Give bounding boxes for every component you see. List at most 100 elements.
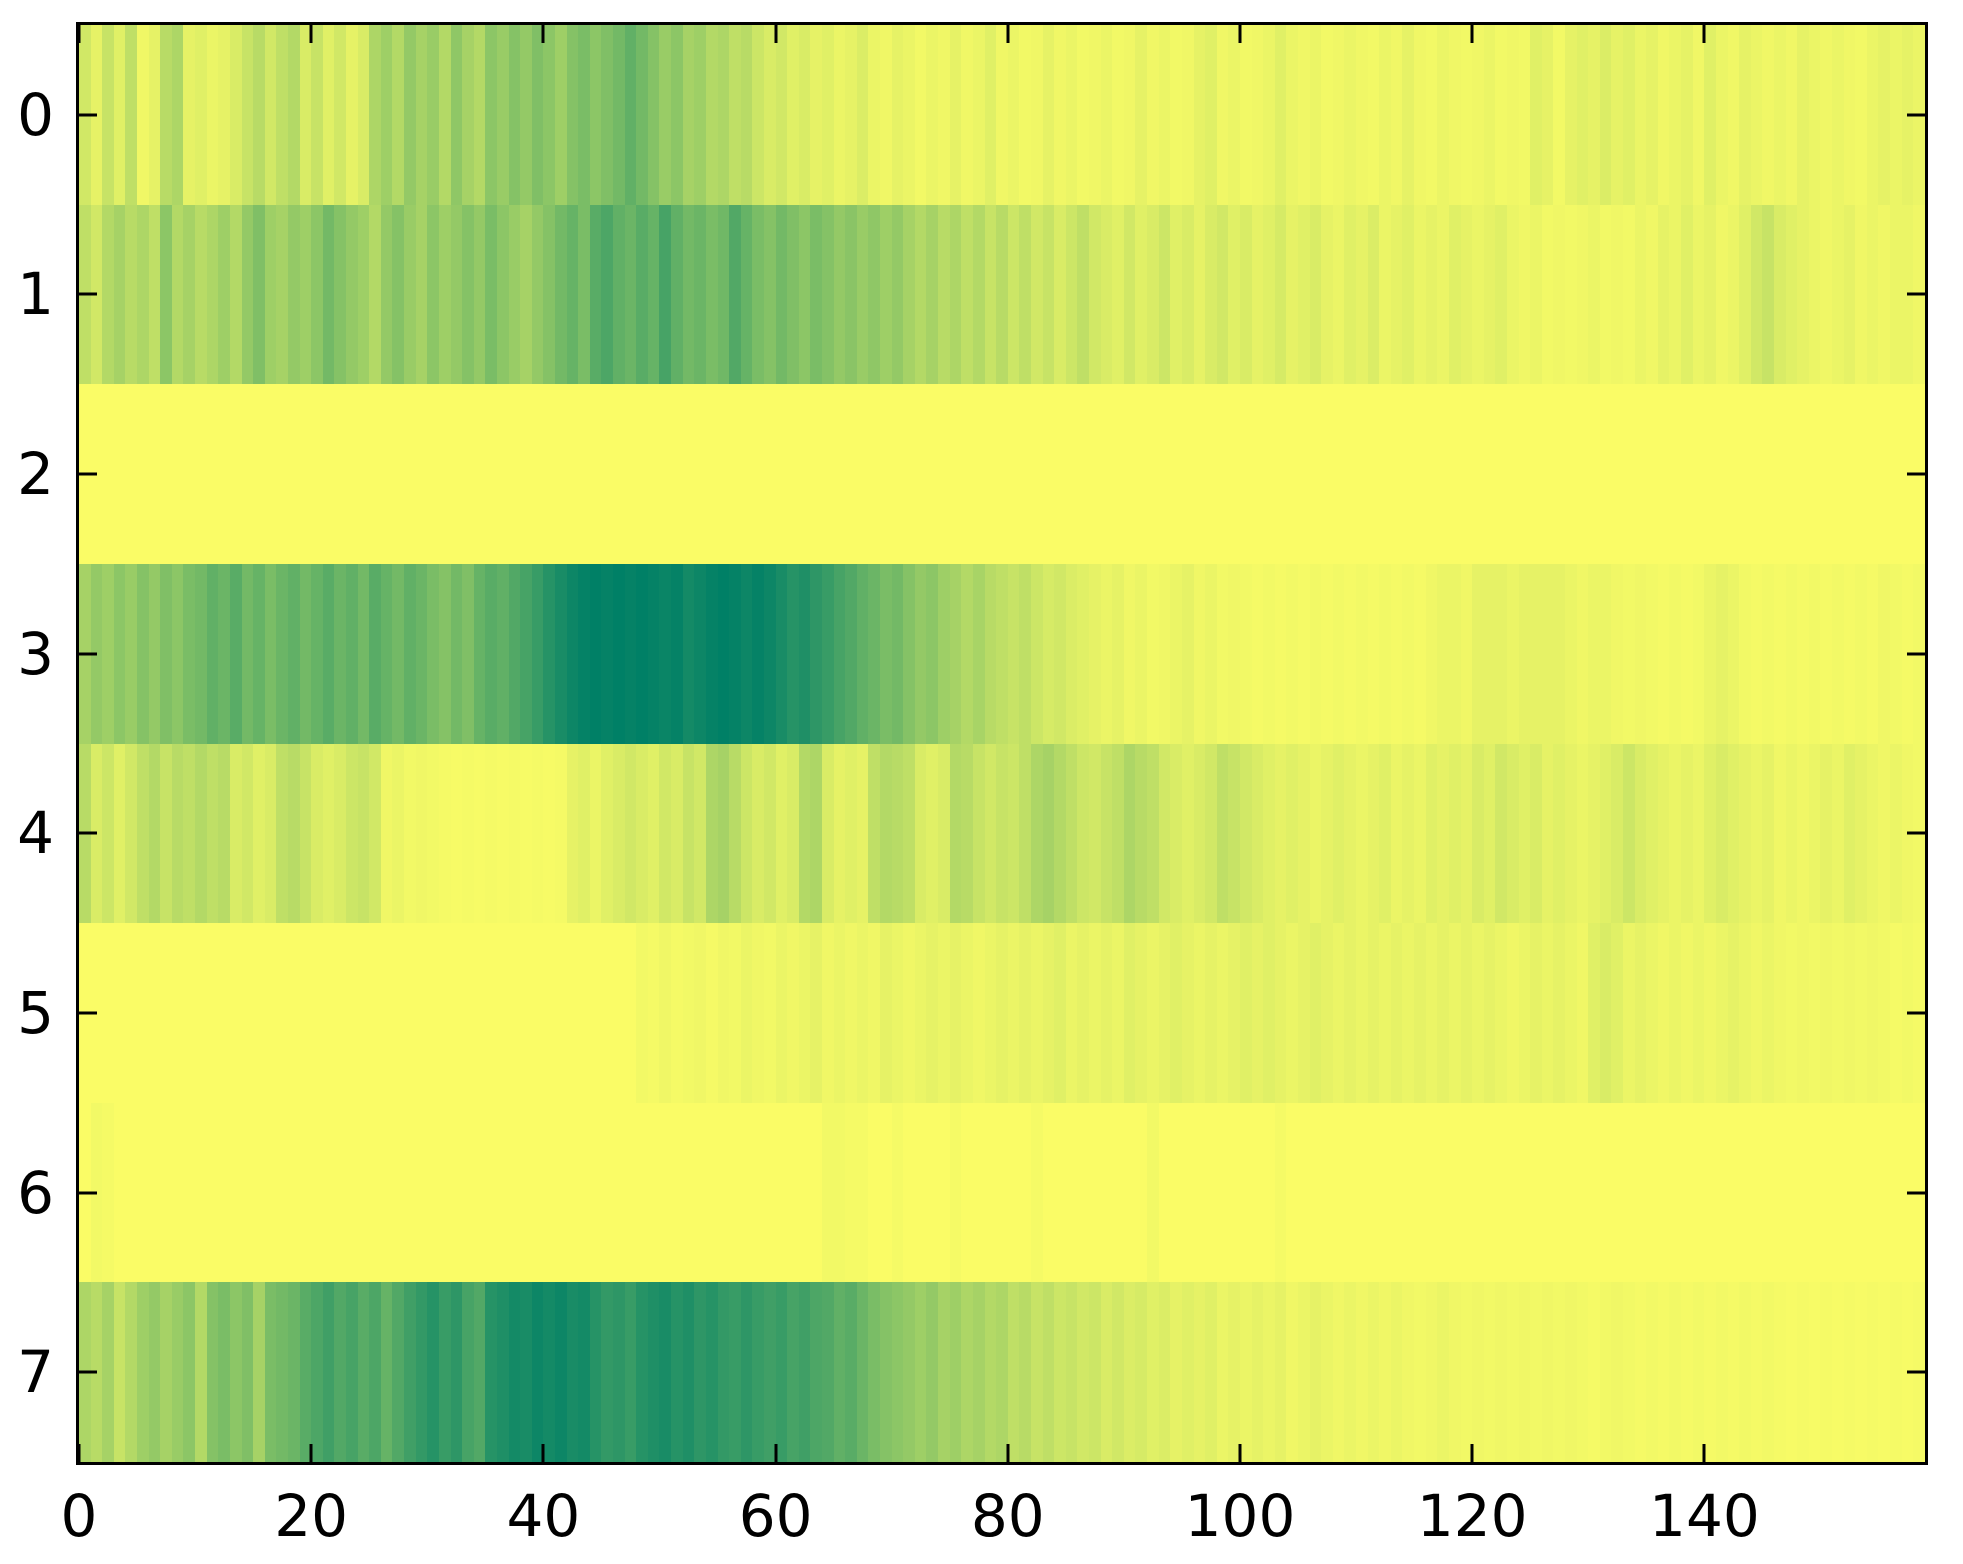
heatmap-cell [473,563,486,744]
heatmap-cell [1089,743,1101,924]
heatmap-cell [496,1102,509,1283]
heatmap-cell [1379,384,1391,564]
heatmap-cell [1634,1282,1647,1462]
x-tick-label: 20 [274,1482,349,1550]
heatmap-cell [1367,923,1380,1103]
heatmap-cell [1344,563,1357,744]
heatmap-cell [102,923,114,1103]
heatmap-cell [1030,204,1043,385]
heatmap-cell [1356,1282,1368,1462]
heatmap-cell [404,25,416,205]
heatmap-cell [566,384,579,564]
heatmap-row [79,563,1925,744]
heatmap-cell [1239,384,1252,564]
heatmap-cell [868,563,881,744]
heatmap-cell [1286,1102,1298,1283]
heatmap-cell [218,563,230,744]
heatmap-cell [137,1282,149,1462]
heatmap-cell [1669,204,1682,385]
heatmap-cell [1611,1282,1624,1462]
heatmap-cell [752,204,764,385]
heatmap-cell [520,923,532,1103]
heatmap-cell [996,563,1008,744]
heatmap-cell [113,743,126,924]
heatmap-cell [671,384,683,564]
heatmap-cell [589,1102,602,1283]
heatmap-cell [322,1282,335,1462]
heatmap-cell [1216,204,1229,385]
heatmap-cell [496,25,509,205]
heatmap-cell [1158,1102,1171,1283]
heatmap-cell [798,563,811,744]
heatmap-cell [763,204,776,385]
heatmap-cell [1681,923,1693,1103]
heatmap-cell [496,384,509,564]
heatmap-cell [102,563,114,744]
heatmap-cell [1646,743,1658,924]
heatmap-cell [276,204,288,385]
heatmap-cell [868,743,881,924]
heatmap-cell [1216,1102,1229,1283]
heatmap-cell [891,1282,904,1462]
heatmap-cell [287,1102,300,1283]
heatmap-cell [1205,563,1217,744]
heatmap-cell [1251,1282,1264,1462]
heatmap-cell [1518,743,1531,924]
heatmap-cell [601,743,614,924]
heatmap-cell [1135,1102,1148,1283]
heatmap-cell [137,923,149,1103]
x-axis: 0 20 40 60 80 100 120 140 [61,1476,1925,1556]
heatmap-cell [566,923,579,1103]
heatmap-cell [1623,384,1635,564]
heatmap-cell [1692,1102,1705,1283]
heatmap-cell [1518,204,1531,385]
heatmap-cell [1855,1282,1867,1462]
heatmap-cell [1205,25,1217,205]
heatmap-cell [1356,384,1368,564]
heatmap-cell [763,384,776,564]
heatmap-cell [160,1102,172,1283]
heatmap-cell [1832,563,1844,744]
heatmap-cell [450,1282,463,1462]
y-tick-mark [79,1370,97,1374]
heatmap-cell [311,1102,323,1283]
heatmap-cell [543,923,555,1103]
heatmap-cell [450,563,463,744]
y-tick-label: 7 [17,1338,54,1407]
heatmap-cell [903,1282,915,1462]
heatmap-row [79,204,1925,385]
heatmap-cell [787,25,799,205]
heatmap-cell [1565,384,1577,564]
heatmap-cell [1599,923,1612,1103]
heatmap-cell [1077,25,1090,205]
heatmap-cell [647,923,660,1103]
heatmap-cell [171,923,184,1103]
heatmap-cell [369,563,381,744]
heatmap-cell [1483,743,1496,924]
heatmap-cell [148,204,161,385]
heatmap-cell [1147,1102,1159,1283]
heatmap-cell [868,1102,881,1283]
heatmap-row [79,743,1925,924]
heatmap-cell [543,204,555,385]
heatmap-cell [938,743,950,924]
y-tick-mark [79,652,97,656]
heatmap-cell [856,1282,869,1462]
heatmap-cell [1506,1282,1519,1462]
heatmap-cell [1158,25,1171,205]
heatmap-cell [346,204,358,385]
heatmap-cell [1715,1282,1728,1462]
heatmap-cell [380,1282,393,1462]
heatmap-cell [624,1102,637,1283]
y-tick-mark [1907,831,1925,835]
heatmap-cell [1530,1282,1542,1462]
heatmap-cell [1739,743,1751,924]
heatmap-cell [543,384,555,564]
heatmap-cell [589,923,602,1103]
x-tick-mark [309,1444,313,1462]
heatmap-cell [578,25,590,205]
heatmap-cell [1054,923,1066,1103]
heatmap-cell [148,25,161,205]
heatmap-cell [1576,384,1589,564]
heatmap-cell [1158,384,1171,564]
